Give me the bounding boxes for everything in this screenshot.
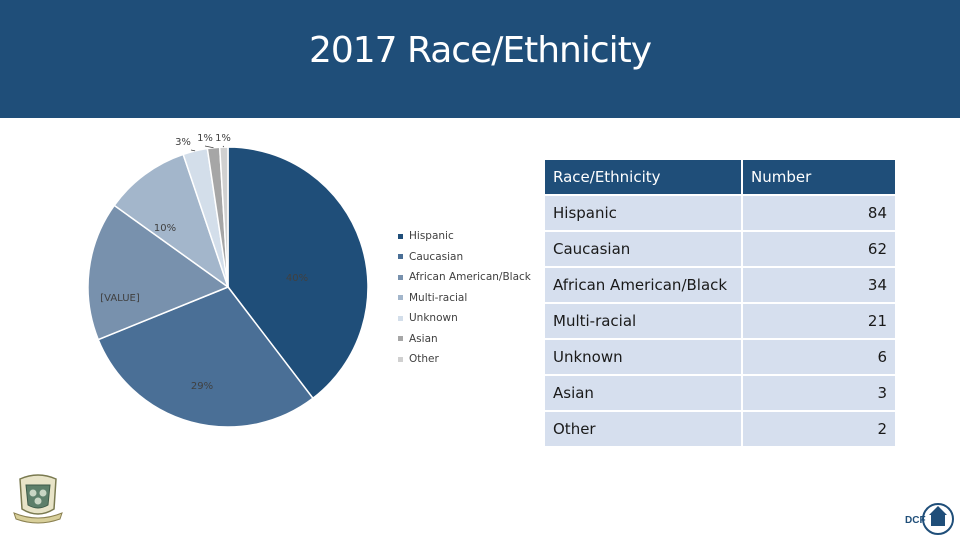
pie-slice-african-american-black <box>87 204 230 341</box>
cell-category: Unknown <box>545 340 741 374</box>
cell-category: African American/Black <box>545 268 741 302</box>
cell-number: 6 <box>741 340 895 374</box>
data-label: 1% <box>197 133 213 144</box>
dcf-logo-text: DCF <box>905 515 926 526</box>
legend-label: Unknown <box>409 312 458 325</box>
cell-number: 3 <box>741 376 895 410</box>
cell-number: 62 <box>741 232 895 266</box>
race-ethnicity-table: Race/Ethnicity Number Hispanic 84 Caucasi… <box>545 158 895 448</box>
cell-category: Multi-racial <box>545 304 741 338</box>
leader-line <box>204 145 214 149</box>
chart-legend: Hispanic Caucasian African American/Black M… <box>398 226 548 370</box>
table-row: African American/Black 34 <box>545 268 895 302</box>
legend-swatch <box>398 336 403 342</box>
cell-category: Hispanic <box>545 196 741 230</box>
data-label: 3% <box>175 137 191 148</box>
legend-item: African American/Black <box>398 267 548 288</box>
legend-item: Caucasian <box>398 247 548 268</box>
cell-number: 21 <box>741 304 895 338</box>
legend-label: Asian <box>409 332 438 345</box>
legend-label: African American/Black <box>409 271 531 284</box>
legend-item: Multi-racial <box>398 288 548 309</box>
data-label: [VALUE] <box>100 293 140 304</box>
table-row: Unknown 6 <box>545 340 895 374</box>
legend-swatch <box>398 295 403 301</box>
header-race-ethnicity: Race/Ethnicity <box>545 160 741 194</box>
dcf-logo: DCF <box>905 503 954 535</box>
legend-label: Other <box>409 353 439 366</box>
pie-slice-multi-racial <box>113 153 230 289</box>
pie-slice-caucasian <box>97 286 315 428</box>
table-row: Asian 3 <box>545 376 895 410</box>
leader-line <box>222 145 225 148</box>
title-banner: 2017 Race/Ethnicity <box>0 0 960 118</box>
state-seal-logo <box>13 474 63 524</box>
legend-item: Hispanic <box>398 226 548 247</box>
data-label: 1% <box>215 133 231 144</box>
pie-chart: 40% 29% [VALUE] 10% 3% 1% 1% <box>87 133 369 428</box>
cell-category: Caucasian <box>545 232 741 266</box>
legend-item: Other <box>398 349 548 370</box>
legend-item: Unknown <box>398 308 548 329</box>
page-title: 2017 Race/Ethnicity <box>308 30 652 71</box>
table-row: Other 2 <box>545 412 895 446</box>
pie-slice-hispanic <box>227 146 369 400</box>
data-label: 29% <box>191 381 213 392</box>
cell-number: 34 <box>741 268 895 302</box>
table-row: Multi-racial 21 <box>545 304 895 338</box>
legend-item: Asian <box>398 329 548 350</box>
cell-category: Asian <box>545 376 741 410</box>
legend-swatch <box>398 274 403 280</box>
header-number: Number <box>741 160 895 194</box>
data-label: 10% <box>154 223 176 234</box>
legend-label: Caucasian <box>409 250 464 263</box>
cell-category: Other <box>545 412 741 446</box>
legend-swatch <box>398 254 403 260</box>
legend-swatch <box>398 315 403 321</box>
legend-label: Multi-racial <box>409 291 468 304</box>
cell-number: 84 <box>741 196 895 230</box>
cell-number: 2 <box>741 412 895 446</box>
legend-label: Hispanic <box>409 230 454 243</box>
table-header-row: Race/Ethnicity Number <box>545 160 895 194</box>
leader-line <box>190 149 196 152</box>
table-row: Caucasian 62 <box>545 232 895 266</box>
table-row: Hispanic 84 <box>545 196 895 230</box>
legend-swatch <box>398 356 403 362</box>
legend-swatch <box>398 233 403 239</box>
data-label: 40% <box>286 273 308 284</box>
